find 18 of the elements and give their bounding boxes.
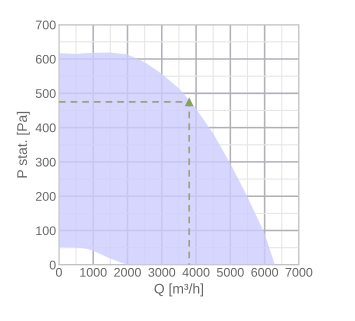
y-tick-label: 700 xyxy=(36,20,56,30)
y-tick-label: 400 xyxy=(36,123,56,132)
x-tick-label: 7000 xyxy=(286,268,312,277)
x-tick-label: 2000 xyxy=(114,268,141,277)
y-tick-label: 500 xyxy=(36,89,56,98)
x-tick-label: 1000 xyxy=(80,268,107,277)
y-tick-label: 100 xyxy=(36,226,56,236)
x-tick-label: 4000 xyxy=(182,268,210,277)
y-tick-label: 300 xyxy=(36,158,56,167)
x-tick-label: 3000 xyxy=(148,268,176,277)
x-tick-label: 6000 xyxy=(251,268,278,277)
x-axis-title: Q [m³/h] xyxy=(154,283,204,296)
y-tick-label: 600 xyxy=(36,54,56,64)
y-tick-label: 0 xyxy=(50,260,56,270)
y-axis-title: P stat. [Pa] xyxy=(16,112,30,178)
y-tick-label: 200 xyxy=(36,192,56,201)
x-tick-label: 0 xyxy=(56,268,62,277)
x-tick-label: 5000 xyxy=(216,268,244,277)
